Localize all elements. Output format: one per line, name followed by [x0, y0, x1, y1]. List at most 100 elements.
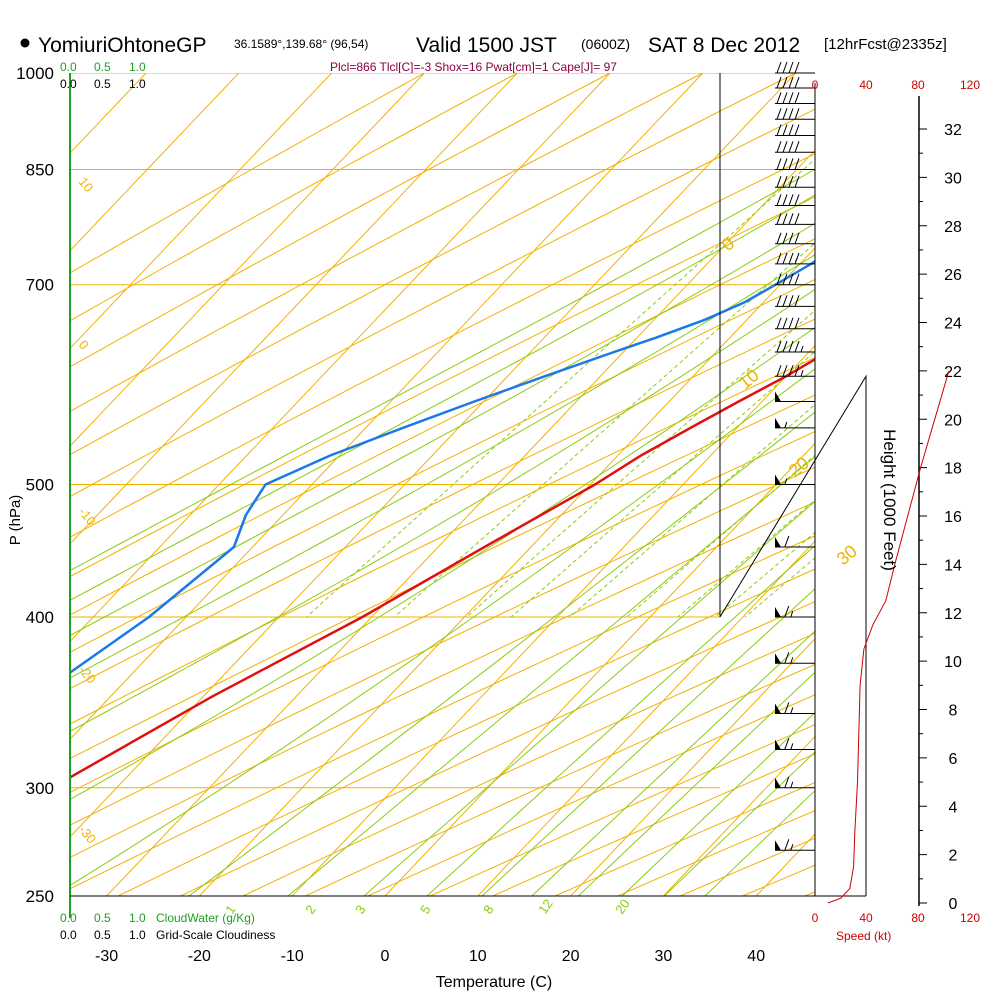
mixing-ratio-label: 20 — [612, 896, 633, 916]
wind-barb — [775, 124, 815, 137]
dry-adiabat-line — [70, 278, 815, 653]
speed-tick-bottom: 0 — [812, 911, 819, 925]
mixing-ratio-line — [569, 403, 815, 618]
moist-adiabat-label: 0 — [718, 233, 739, 255]
dry-adiabat-line — [116, 568, 815, 896]
cloud-water-label: CloudWater (g/Kg) — [156, 911, 255, 925]
speed-tick-bottom: 40 — [859, 911, 873, 925]
speed-tick-top: 0 — [812, 78, 819, 92]
dry-adiabat-line — [70, 501, 815, 858]
dry-adiabat-line — [70, 394, 815, 760]
dry-adiabat-line — [70, 73, 704, 413]
cloud-top-scale-0: 0.0 — [60, 60, 77, 74]
height-tick-label: 10 — [944, 654, 962, 671]
isotherm-line — [70, 73, 518, 545]
dry-adiabat-line — [70, 73, 519, 322]
temperature-profile-line — [70, 357, 815, 779]
dry-adiabat-line — [70, 73, 797, 456]
moist-adiabat-line — [363, 500, 815, 896]
height-tick-label: 22 — [944, 364, 962, 381]
speed-axis-title: Speed (kt) — [836, 929, 891, 943]
cloudiness-bottom-scale-0: 0.0 — [60, 928, 77, 942]
mixing-ratio-line — [466, 309, 815, 618]
cloudiness-label: Grid-Scale Cloudiness — [156, 928, 275, 942]
wind-barb — [775, 474, 815, 485]
diagonal-boundary — [719, 374, 867, 896]
dry-adiabat-line — [70, 318, 815, 690]
wind-barb — [775, 340, 815, 353]
height-tick-label: 14 — [944, 557, 962, 574]
wind-barb — [775, 76, 815, 89]
dry-adiabat-line — [70, 238, 815, 616]
height-axis-title: Height (1000 Feet) — [880, 429, 899, 571]
wind-barb — [775, 295, 815, 307]
dry-adiabat-line — [70, 108, 815, 498]
temperature-tick-label: 10 — [469, 948, 487, 965]
height-tick-label: 18 — [944, 461, 962, 478]
utc-time: (0600Z) — [581, 36, 630, 52]
mixing-ratio-label: 2 — [302, 902, 318, 917]
speed-tick-top: 40 — [859, 78, 873, 92]
isotherm-line — [70, 73, 240, 252]
isotherm-line — [663, 735, 815, 896]
wind-barb — [775, 535, 815, 548]
height-tick-label: 6 — [949, 751, 958, 768]
height-tick-label: 2 — [949, 848, 958, 865]
moist-adiabat-line — [70, 288, 815, 732]
wind-barb — [775, 839, 815, 851]
speed-tick-bottom: 80 — [911, 911, 925, 925]
speed-tick-bottom: 120 — [960, 911, 980, 925]
temperature-tick-label: -30 — [95, 948, 118, 965]
temperature-tick-label: -10 — [281, 948, 304, 965]
pressure-label-700: 700 — [26, 276, 54, 295]
height-tick-label: 16 — [944, 509, 962, 526]
moist-adiabat-line — [70, 326, 815, 801]
height-tick-label: 8 — [949, 703, 958, 720]
moist-adiabat-line — [70, 194, 815, 601]
moist-adiabat-line — [70, 254, 815, 679]
wind-barb — [775, 652, 815, 664]
dry-adiabat-line — [70, 73, 612, 368]
isotherm-line — [70, 73, 704, 740]
isotherm-line — [70, 73, 425, 447]
isotherm-line — [70, 73, 333, 350]
parcel-path-line — [877, 187, 1000, 302]
height-tick-label: 30 — [944, 170, 962, 187]
wind-barb — [775, 213, 815, 225]
temperature-tick-label: 40 — [747, 948, 765, 965]
isotherm-line — [199, 247, 815, 896]
mixing-ratio-label: 5 — [417, 902, 433, 917]
mixing-ratio-label: 3 — [352, 902, 368, 917]
moist-adiabat-line — [70, 168, 815, 572]
moist-adiabat-line — [70, 222, 815, 637]
wind-barb — [775, 365, 815, 377]
wind-barb — [775, 232, 815, 245]
mixing-ratio-label: 12 — [535, 896, 556, 916]
wind-barb — [775, 252, 815, 265]
height-tick-label: 20 — [944, 412, 962, 429]
wind-speed-profile-line — [827, 370, 950, 904]
dry-adiabat-line — [241, 632, 815, 896]
cloudiness-top-scale-0: 0.0 — [60, 77, 77, 91]
wind-barb — [775, 92, 815, 104]
pressure-label-500: 500 — [26, 476, 54, 495]
height-tick-label: 0 — [949, 896, 958, 913]
y-axis-title: P (hPa) — [7, 495, 24, 546]
moist-adiabat-line — [481, 588, 815, 896]
height-tick-label: 26 — [944, 267, 962, 284]
isotherm-line — [70, 73, 611, 643]
cloudiness-top-scale-1: 0.5 — [94, 77, 111, 91]
cloudiness-bottom-scale-1: 0.5 — [94, 928, 111, 942]
wind-barb — [775, 605, 815, 618]
mixing-ratio-line — [306, 158, 815, 618]
speed-tick-top: 80 — [911, 78, 925, 92]
wind-barb — [775, 61, 815, 74]
wind-barb — [775, 391, 815, 403]
cloud-bottom-scale-1: 0.5 — [94, 911, 111, 925]
x-axis-title: Temperature (C) — [436, 974, 552, 991]
valid-date: SAT 8 Dec 2012 — [648, 34, 800, 57]
speed-tick-top: 120 — [960, 78, 980, 92]
temperature-tick-label: -20 — [188, 948, 211, 965]
dry-adiabat-line — [70, 153, 815, 538]
